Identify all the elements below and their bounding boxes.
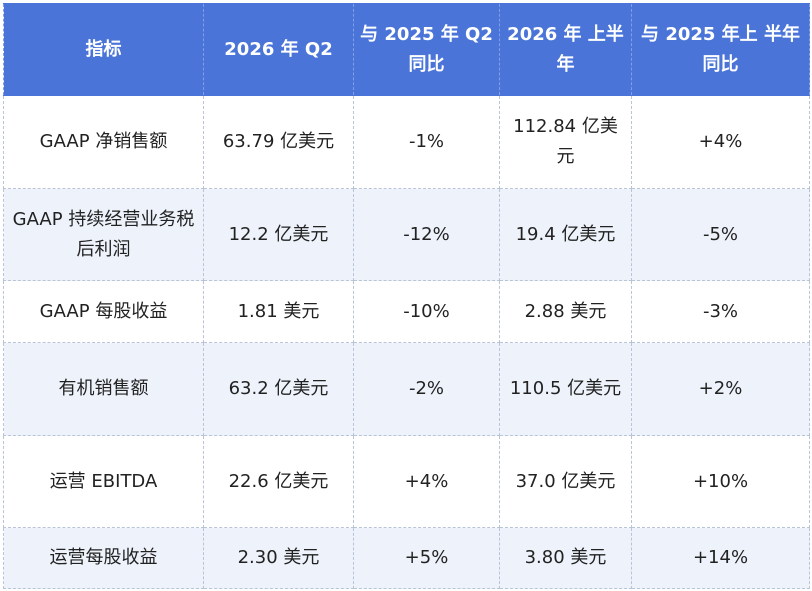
- h1-value-cell: 3.80 美元: [499, 527, 632, 589]
- h1-yoy-cell: +10%: [631, 435, 810, 528]
- table-row: 运营每股收益 2.30 美元 +5% 3.80 美元 +14%: [3, 527, 810, 589]
- h1-yoy-cell: -3%: [631, 280, 810, 343]
- header-row: 指标 2026 年 Q2 与 2025 年 Q2 同比 2026 年 上半年 与…: [3, 3, 810, 96]
- q2-yoy-cell: +5%: [353, 527, 500, 589]
- header-2026-h1: 2026 年 上半年: [499, 3, 632, 96]
- h1-value-cell: 112.84 亿美元: [499, 95, 632, 189]
- financial-summary-table-container: 指标 2026 年 Q2 与 2025 年 Q2 同比 2026 年 上半年 与…: [3, 3, 810, 589]
- table-row: 有机销售额 63.2 亿美元 -2% 110.5 亿美元 +2%: [3, 342, 810, 436]
- header-q2-yoy: 与 2025 年 Q2 同比: [353, 3, 500, 96]
- h1-value-cell: 110.5 亿美元: [499, 342, 632, 436]
- metric-cell: GAAP 净销售额: [3, 95, 204, 189]
- q2-value-cell: 1.81 美元: [203, 280, 354, 343]
- h1-yoy-cell: +4%: [631, 95, 810, 189]
- q2-value-cell: 63.2 亿美元: [203, 342, 354, 436]
- q2-value-cell: 22.6 亿美元: [203, 435, 354, 528]
- metric-cell: 有机销售额: [3, 342, 204, 436]
- table-body: GAAP 净销售额 63.79 亿美元 -1% 112.84 亿美元 +4% G…: [3, 95, 810, 589]
- q2-yoy-cell: -2%: [353, 342, 500, 436]
- table-header: 指标 2026 年 Q2 与 2025 年 Q2 同比 2026 年 上半年 与…: [3, 3, 810, 96]
- h1-value-cell: 19.4 亿美元: [499, 188, 632, 281]
- q2-value-cell: 12.2 亿美元: [203, 188, 354, 281]
- h1-yoy-cell: +2%: [631, 342, 810, 436]
- metric-cell: 运营 EBITDA: [3, 435, 204, 528]
- metric-cell: 运营每股收益: [3, 527, 204, 589]
- q2-yoy-cell: -10%: [353, 280, 500, 343]
- header-2026-q2: 2026 年 Q2: [203, 3, 354, 96]
- metric-cell: GAAP 每股收益: [3, 280, 204, 343]
- table-row: GAAP 持续经营业务税后利润 12.2 亿美元 -12% 19.4 亿美元 -…: [3, 188, 810, 281]
- metric-cell: GAAP 持续经营业务税后利润: [3, 188, 204, 281]
- h1-yoy-cell: +14%: [631, 527, 810, 589]
- q2-yoy-cell: -1%: [353, 95, 500, 189]
- header-metric: 指标: [3, 3, 204, 96]
- h1-value-cell: 2.88 美元: [499, 280, 632, 343]
- q2-value-cell: 63.79 亿美元: [203, 95, 354, 189]
- q2-yoy-cell: +4%: [353, 435, 500, 528]
- table-row: 运营 EBITDA 22.6 亿美元 +4% 37.0 亿美元 +10%: [3, 435, 810, 528]
- h1-yoy-cell: -5%: [631, 188, 810, 281]
- table-row: GAAP 净销售额 63.79 亿美元 -1% 112.84 亿美元 +4%: [3, 95, 810, 189]
- header-h1-yoy: 与 2025 年上 半年同比: [631, 3, 810, 96]
- q2-value-cell: 2.30 美元: [203, 527, 354, 589]
- h1-value-cell: 37.0 亿美元: [499, 435, 632, 528]
- q2-yoy-cell: -12%: [353, 188, 500, 281]
- table-row: GAAP 每股收益 1.81 美元 -10% 2.88 美元 -3%: [3, 280, 810, 343]
- financial-summary-table: 指标 2026 年 Q2 与 2025 年 Q2 同比 2026 年 上半年 与…: [3, 3, 810, 589]
